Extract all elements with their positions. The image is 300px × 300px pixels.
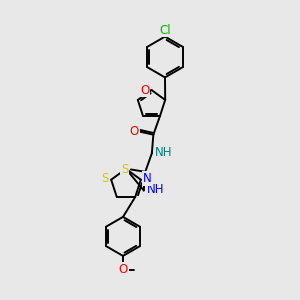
Text: O: O	[118, 263, 127, 276]
Text: O: O	[130, 124, 139, 137]
Text: NH: NH	[146, 183, 164, 196]
Text: S: S	[121, 163, 129, 176]
Text: NH: NH	[154, 146, 172, 158]
Text: O: O	[140, 83, 149, 97]
Text: N: N	[143, 172, 152, 185]
Text: S: S	[101, 172, 108, 185]
Text: Cl: Cl	[159, 23, 171, 37]
